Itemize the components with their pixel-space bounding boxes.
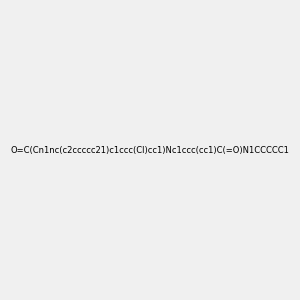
Text: O=C(Cn1nc(c2ccccc21)c1ccc(Cl)cc1)Nc1ccc(cc1)C(=O)N1CCCCC1: O=C(Cn1nc(c2ccccc21)c1ccc(Cl)cc1)Nc1ccc(… (11, 146, 290, 154)
